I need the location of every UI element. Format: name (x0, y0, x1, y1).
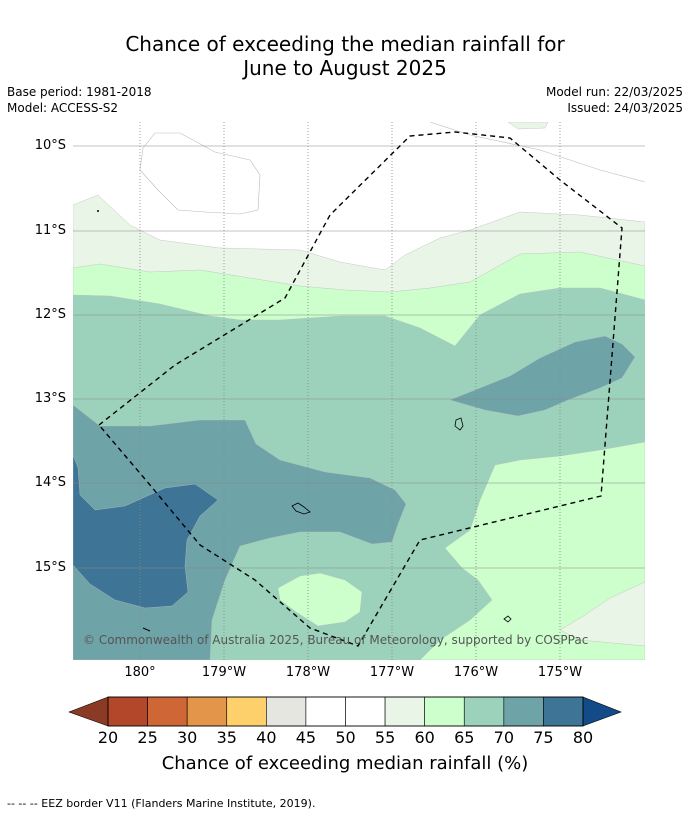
colorbar-arrow-right (582, 696, 622, 727)
colorbar-tick-label: 40 (256, 728, 277, 747)
zone-75-80 (73, 454, 219, 609)
lon-label-176w: 176°W (453, 665, 499, 680)
lat-label-15s: 15°S (34, 560, 66, 575)
colorbar-tick-label: 30 (176, 728, 198, 747)
colorbar-cell (107, 696, 148, 727)
lon-label-178w: 178°W (285, 665, 331, 680)
zone-60-65-patch (277, 572, 363, 627)
colorbar-tick-label: 70 (493, 728, 514, 747)
lat-label-11s: 11°S (34, 223, 66, 238)
contour-top-right (429, 122, 645, 183)
title-line-2: June to August 2025 (243, 56, 447, 80)
lat-label-12s: 12°S (34, 307, 66, 322)
lat-label-10s: 10°S (34, 138, 66, 153)
colorbar-arrow-left (68, 696, 109, 727)
colorbar-frame (107, 696, 584, 727)
island-dot (97, 210, 99, 212)
eez-border (97, 131, 623, 647)
colorbar-tick-label: 45 (295, 728, 317, 747)
colorbar-cell (503, 696, 544, 727)
map-area (73, 122, 645, 660)
colorbar-cell (543, 696, 584, 727)
colorbar-cell (345, 696, 386, 727)
lon-label-180: 180° (124, 665, 156, 680)
colorbar-cell (305, 696, 346, 727)
colorbar-cell (147, 696, 188, 727)
model-name: Model: ACCESS-S2 (7, 101, 119, 115)
copyright-notice: © Commonwealth of Australia 2025, Bureau… (83, 633, 589, 647)
lon-label-175w: 175°W (537, 665, 583, 680)
zone-70-75-patch (449, 335, 636, 417)
colorbar-title: Chance of exceeding median rainfall (%) (161, 753, 529, 774)
island-wallis (454, 417, 464, 431)
colorbar-tick-label: 55 (374, 728, 396, 747)
colorbar-tick-label: 35 (216, 728, 237, 747)
colorbar-cell (186, 696, 228, 727)
lat-label-13s: 13°S (34, 391, 66, 406)
colorbar-tick-label: 75 (533, 728, 554, 747)
issued-date: Issued: 24/03/2025 (567, 101, 683, 115)
island-futuna (291, 502, 311, 515)
colorbar-cell (266, 696, 307, 727)
colorbar (68, 696, 622, 727)
colorbar-cell (226, 696, 267, 727)
lon-label-177w: 177°W (369, 665, 415, 680)
eez-footnote: -- -- -- EEZ border V11 (Flanders Marine… (7, 797, 316, 810)
island-small (503, 615, 512, 623)
lon-label-179w: 179°W (201, 665, 247, 680)
latitude-grid (73, 145, 645, 569)
colorbar-tick-label: 50 (335, 728, 356, 747)
colorbar-cell (463, 696, 505, 727)
base-period: Base period: 1981-2018 (7, 85, 152, 99)
colorbar-cell (424, 696, 465, 727)
colorbar-tick-label: 80 (572, 728, 594, 747)
model-run: Model run: 22/03/2025 (545, 85, 683, 99)
colorbar-tick-label: 65 (454, 728, 475, 747)
lat-label-14s: 14°S (34, 475, 66, 490)
colorbar-tick-label: 20 (97, 728, 119, 747)
colorbar-cell (384, 696, 425, 727)
colorbar-tick-label: 60 (414, 728, 435, 747)
island-reef (142, 627, 151, 632)
title-line-1: Chance of exceeding the median rainfall … (125, 32, 565, 56)
colorbar-tick-label: 25 (137, 728, 158, 747)
contour-top-patch (507, 122, 549, 130)
